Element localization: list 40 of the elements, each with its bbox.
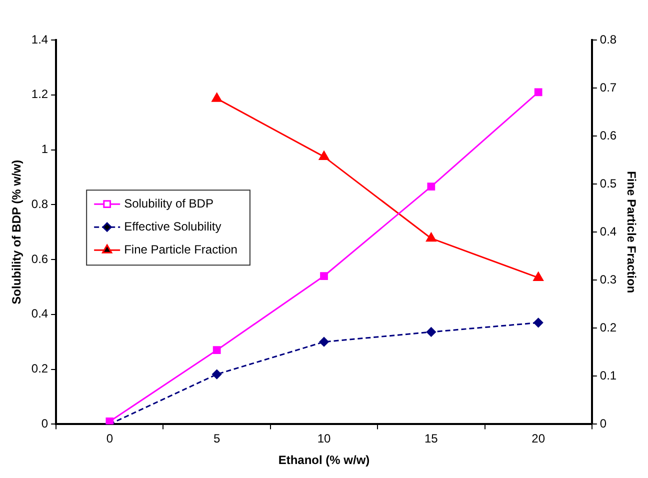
x-tick-label: 10 bbox=[317, 432, 331, 446]
x-tick-label: 15 bbox=[424, 432, 438, 446]
y2-tick-label: 0.4 bbox=[600, 224, 617, 238]
x-tick-label: 0 bbox=[106, 432, 114, 446]
point bbox=[319, 337, 329, 347]
y-tick-label: 1 bbox=[41, 142, 48, 156]
y2-tick-label: 0.3 bbox=[600, 272, 617, 286]
point bbox=[318, 150, 330, 160]
y-tick-label: 1.2 bbox=[31, 87, 48, 102]
y2-tick-label: 0 bbox=[600, 416, 607, 431]
y-tick-label: 0.6 bbox=[31, 252, 48, 266]
y2-tick-label: 0.7 bbox=[600, 80, 617, 94]
point bbox=[426, 232, 436, 242]
y-tick-label: 1.4 bbox=[31, 32, 48, 46]
point bbox=[533, 272, 544, 281]
legend-label: Fine Particle Fraction bbox=[124, 242, 238, 256]
y2-tick-label: 0.2 bbox=[600, 320, 617, 334]
y2-axis-title: Fine Particle Fraction bbox=[624, 171, 638, 294]
y-axis-title: Solubility of BDP (% w/w) bbox=[10, 160, 24, 304]
legend-label: Effective Solubility bbox=[124, 219, 222, 234]
point bbox=[534, 88, 542, 96]
point bbox=[320, 272, 328, 280]
y2-tick-label: 0.6 bbox=[600, 128, 617, 142]
point bbox=[427, 182, 436, 190]
y-tick-label: 0.4 bbox=[31, 306, 48, 321]
y-tick-label: 0 bbox=[41, 416, 48, 431]
point bbox=[212, 370, 222, 380]
point bbox=[212, 92, 222, 102]
point bbox=[534, 318, 544, 328]
y-tick-label: 0.8 bbox=[31, 196, 48, 211]
x-tick-label: 5 bbox=[213, 432, 220, 446]
legend-label: Solubility of BDP bbox=[124, 196, 214, 210]
y-tick-label: 0.2 bbox=[31, 362, 48, 376]
y2-tick-label: 0.5 bbox=[600, 176, 617, 190]
point bbox=[212, 346, 221, 354]
x-tick-label: 20 bbox=[532, 432, 546, 446]
point bbox=[426, 327, 436, 337]
y2-tick-label: 0.1 bbox=[600, 368, 617, 382]
y2-tick-label: 0.8 bbox=[600, 32, 617, 46]
x-axis-title: Ethanol (% w/w) bbox=[278, 453, 370, 468]
